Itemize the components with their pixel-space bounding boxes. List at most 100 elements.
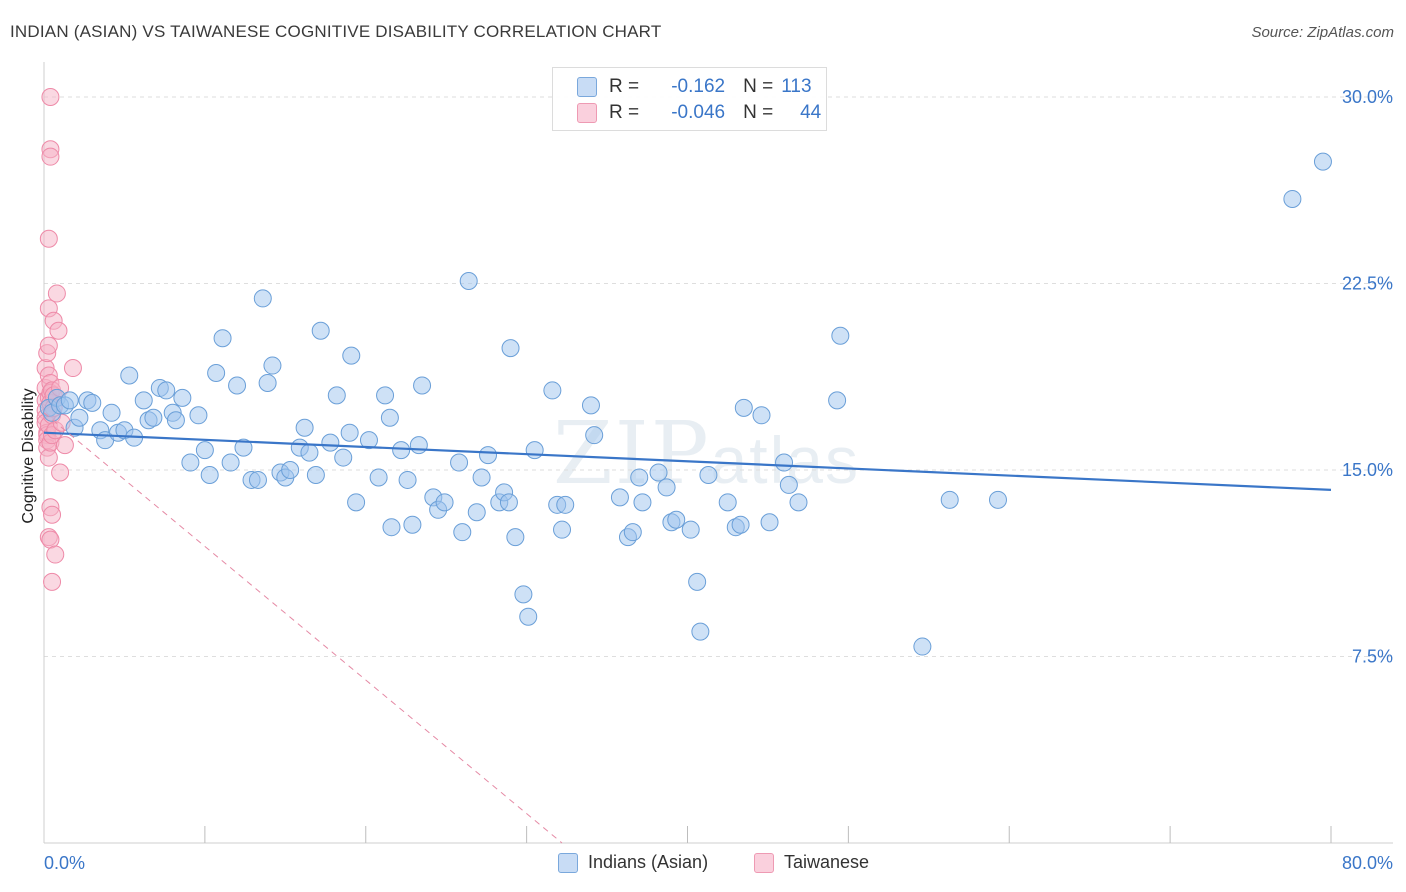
indians-point bbox=[248, 470, 267, 489]
indians-point bbox=[189, 406, 208, 425]
taiwanese-point bbox=[41, 88, 60, 106]
indians-point bbox=[988, 490, 1007, 509]
indians-point bbox=[699, 465, 718, 484]
indians-point bbox=[359, 431, 378, 450]
legend-label-taiwanese: Taiwanese bbox=[784, 852, 870, 872]
indians-point bbox=[760, 513, 779, 532]
indians-point bbox=[253, 289, 272, 308]
indians-point bbox=[472, 468, 491, 487]
indians-point bbox=[610, 488, 629, 507]
source-label: Source: ZipAtlas.com bbox=[1251, 24, 1394, 41]
indians-point bbox=[779, 475, 798, 494]
watermark: ZIPatlas bbox=[553, 404, 860, 504]
taiwanese-point bbox=[63, 359, 82, 378]
legend-r-value: -0.046 bbox=[671, 102, 726, 123]
legend-n-label: N = bbox=[743, 76, 774, 97]
indians-point bbox=[479, 446, 498, 465]
indians-point bbox=[306, 465, 325, 484]
legend-swatch-taiwanese bbox=[754, 852, 774, 873]
taiwanese-point bbox=[43, 572, 62, 591]
legend-row-indians: R = -0.162 N = 113 bbox=[577, 75, 812, 99]
taiwanese-point bbox=[39, 336, 58, 355]
indians-point bbox=[392, 441, 411, 460]
taiwanese-point bbox=[39, 448, 58, 467]
taiwanese-point bbox=[47, 284, 66, 303]
indians-point bbox=[403, 515, 422, 534]
y-tick-label: 30.0% bbox=[1342, 87, 1393, 107]
indians-point bbox=[409, 436, 428, 455]
y-tick-label: 7.5% bbox=[1352, 647, 1393, 667]
indians-point bbox=[181, 453, 200, 472]
indians-point bbox=[134, 391, 153, 410]
indians-point bbox=[913, 637, 932, 656]
legend-r-label: R = bbox=[609, 76, 640, 97]
legend-r-label: R = bbox=[609, 102, 640, 123]
indians-point bbox=[1313, 152, 1332, 171]
legend-n-label: N = bbox=[743, 102, 774, 123]
indians-point bbox=[166, 411, 185, 430]
indians-point bbox=[300, 443, 319, 462]
indians-point bbox=[467, 503, 486, 522]
indians-point bbox=[553, 520, 572, 539]
taiwanese-trend-line bbox=[43, 412, 563, 844]
indians-point bbox=[828, 391, 847, 410]
indians-point bbox=[213, 329, 232, 348]
indians-point bbox=[731, 515, 750, 534]
legend-label-indians: Indians (Asian) bbox=[588, 852, 709, 872]
taiwanese-point bbox=[46, 545, 65, 564]
indians-point bbox=[221, 453, 240, 472]
x-tick-label: 80.0% bbox=[1342, 853, 1393, 873]
indians-point bbox=[681, 520, 700, 539]
indians-point bbox=[228, 376, 247, 395]
indians-point bbox=[398, 470, 417, 489]
indians-point bbox=[556, 495, 575, 514]
legend-n-value: 44 bbox=[800, 102, 822, 123]
indians-point bbox=[311, 321, 330, 340]
x-tick-label: 0.0% bbox=[44, 853, 85, 873]
y-tick-label: 22.5% bbox=[1342, 274, 1393, 294]
indians-point bbox=[543, 381, 562, 400]
indians-point bbox=[380, 408, 399, 427]
indians-point bbox=[195, 441, 214, 460]
indians-point bbox=[499, 493, 518, 512]
indians-point bbox=[207, 364, 226, 383]
indians-point bbox=[501, 339, 520, 358]
indians-point bbox=[263, 356, 282, 375]
indians-point bbox=[347, 493, 366, 512]
indians-point bbox=[581, 396, 600, 415]
indians-point bbox=[633, 493, 652, 512]
indians-point bbox=[623, 523, 642, 542]
indians-point bbox=[734, 398, 753, 417]
indians-point bbox=[691, 622, 710, 641]
indians-point bbox=[60, 391, 79, 410]
legend-item-taiwanese: Taiwanese bbox=[754, 852, 869, 873]
indians-point bbox=[144, 408, 163, 427]
indians-point bbox=[940, 490, 959, 509]
indians-point bbox=[342, 346, 361, 365]
indians-point bbox=[83, 393, 102, 412]
legend-swatch-indians bbox=[558, 852, 578, 873]
indians-point bbox=[453, 523, 472, 542]
indians-point bbox=[413, 376, 432, 395]
indians-point bbox=[657, 478, 676, 497]
taiwanese-point bbox=[49, 321, 68, 340]
indians-point bbox=[102, 403, 121, 422]
legend-row-taiwanese: R = -0.046 N = 44 bbox=[577, 101, 821, 125]
indians-point bbox=[831, 326, 850, 345]
indians-point bbox=[514, 585, 533, 604]
indians-point bbox=[376, 386, 395, 405]
indians-point bbox=[1283, 189, 1302, 208]
indians-point bbox=[775, 453, 794, 472]
indians-point bbox=[321, 433, 340, 452]
indians-point bbox=[120, 366, 139, 385]
indians-point bbox=[519, 607, 538, 626]
indians-point bbox=[157, 381, 176, 400]
indians-point bbox=[752, 406, 771, 425]
watermark-main: ZIP bbox=[553, 404, 711, 504]
indians-trend-line bbox=[43, 431, 1332, 491]
series-legend: Indians (Asian) Taiwanese bbox=[0, 852, 1406, 878]
indians-point bbox=[382, 518, 401, 537]
indians-point bbox=[173, 388, 192, 407]
legend-item-indians: Indians (Asian) bbox=[558, 852, 708, 873]
indians-point bbox=[281, 461, 300, 479]
